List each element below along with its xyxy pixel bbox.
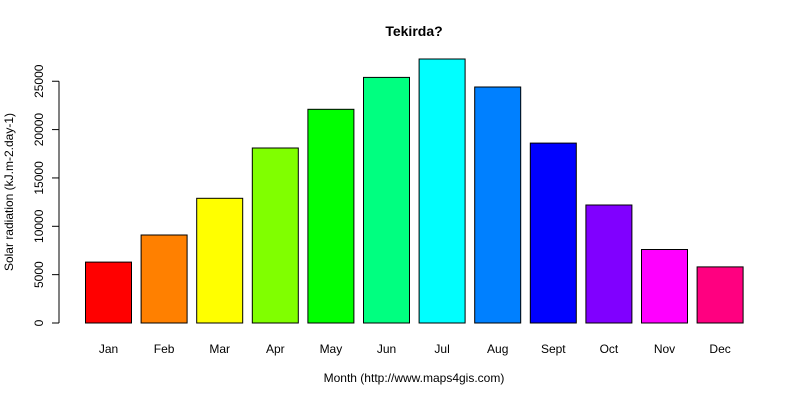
bar-nov [641,249,688,324]
bar-may [307,108,355,324]
x-tick-label: Apr [266,342,285,356]
bar-dec [696,266,744,324]
x-axis-label: Month (http://www.maps4gis.com) [324,371,505,385]
x-tick-label: Feb [154,342,175,356]
y-tick-label: 10000 [32,209,46,243]
x-tick-label: Mar [209,342,230,356]
x-tick-label: Sept [541,342,566,356]
x-tick-label: Nov [654,342,675,356]
x-tick-label: Aug [487,342,508,356]
y-tick-label: 5000 [32,261,46,288]
bar-jan [85,261,132,324]
bar-jul [418,58,466,324]
y-axis-label: Solar radiation (kJ.m-2.day-1) [2,113,16,271]
y-tick-label: 20000 [32,113,46,147]
x-tick-label: May [320,342,343,356]
bars-group [85,58,744,324]
bar-mar [196,197,244,324]
x-tick-label: Dec [709,342,730,356]
x-tick-labels: Jan Feb Mar Apr May Jun Jul Aug Sept Oct Nov Dec [99,342,731,356]
x-tick-label: Oct [600,342,619,356]
y-tick-label: 25000 [32,64,46,98]
chart-title: Tekirda? [385,23,442,39]
bar-apr [251,147,299,324]
x-tick-label: Jul [434,342,449,356]
x-tick-label: Jan [99,342,118,356]
bar-sept [529,142,577,324]
y-axis: 0 5000 10000 15000 20000 25000 [32,64,60,326]
bar-jun [363,76,410,324]
y-tick-label: 0 [32,319,46,326]
y-tick-label: 15000 [32,161,46,195]
bar-oct [585,204,633,324]
x-tick-label: Jun [377,342,396,356]
bar-aug [474,86,522,324]
bar-feb [140,234,188,324]
